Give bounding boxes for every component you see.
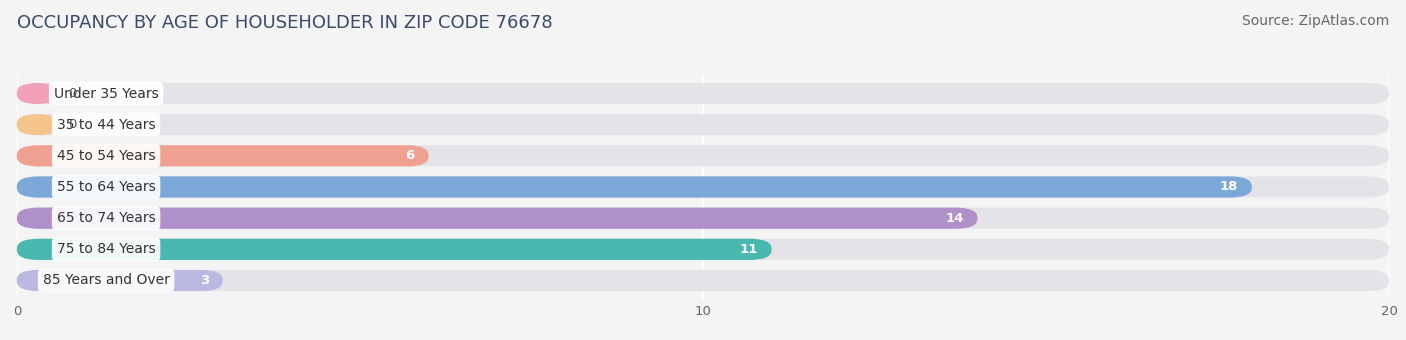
Text: 3: 3	[200, 274, 209, 287]
FancyBboxPatch shape	[17, 114, 58, 135]
Text: 85 Years and Over: 85 Years and Over	[42, 273, 170, 288]
FancyBboxPatch shape	[17, 207, 977, 229]
Text: 0: 0	[69, 118, 77, 131]
FancyBboxPatch shape	[17, 83, 1389, 104]
FancyBboxPatch shape	[17, 239, 772, 260]
FancyBboxPatch shape	[17, 176, 1389, 198]
FancyBboxPatch shape	[17, 270, 1389, 291]
Text: 11: 11	[740, 243, 758, 256]
FancyBboxPatch shape	[17, 176, 1251, 198]
Text: 55 to 64 Years: 55 to 64 Years	[56, 180, 156, 194]
Text: 14: 14	[945, 212, 963, 225]
Text: Under 35 Years: Under 35 Years	[53, 86, 159, 101]
FancyBboxPatch shape	[17, 270, 222, 291]
Text: Source: ZipAtlas.com: Source: ZipAtlas.com	[1241, 14, 1389, 28]
Text: 0: 0	[69, 87, 77, 100]
Text: 75 to 84 Years: 75 to 84 Years	[56, 242, 156, 256]
FancyBboxPatch shape	[17, 239, 1389, 260]
FancyBboxPatch shape	[17, 83, 58, 104]
Text: 65 to 74 Years: 65 to 74 Years	[56, 211, 156, 225]
FancyBboxPatch shape	[17, 145, 429, 167]
Text: 18: 18	[1220, 181, 1239, 193]
Text: 35 to 44 Years: 35 to 44 Years	[56, 118, 156, 132]
Text: 45 to 54 Years: 45 to 54 Years	[56, 149, 156, 163]
Text: 6: 6	[405, 149, 415, 162]
FancyBboxPatch shape	[17, 114, 1389, 135]
Text: OCCUPANCY BY AGE OF HOUSEHOLDER IN ZIP CODE 76678: OCCUPANCY BY AGE OF HOUSEHOLDER IN ZIP C…	[17, 14, 553, 32]
FancyBboxPatch shape	[17, 207, 1389, 229]
FancyBboxPatch shape	[17, 145, 1389, 167]
